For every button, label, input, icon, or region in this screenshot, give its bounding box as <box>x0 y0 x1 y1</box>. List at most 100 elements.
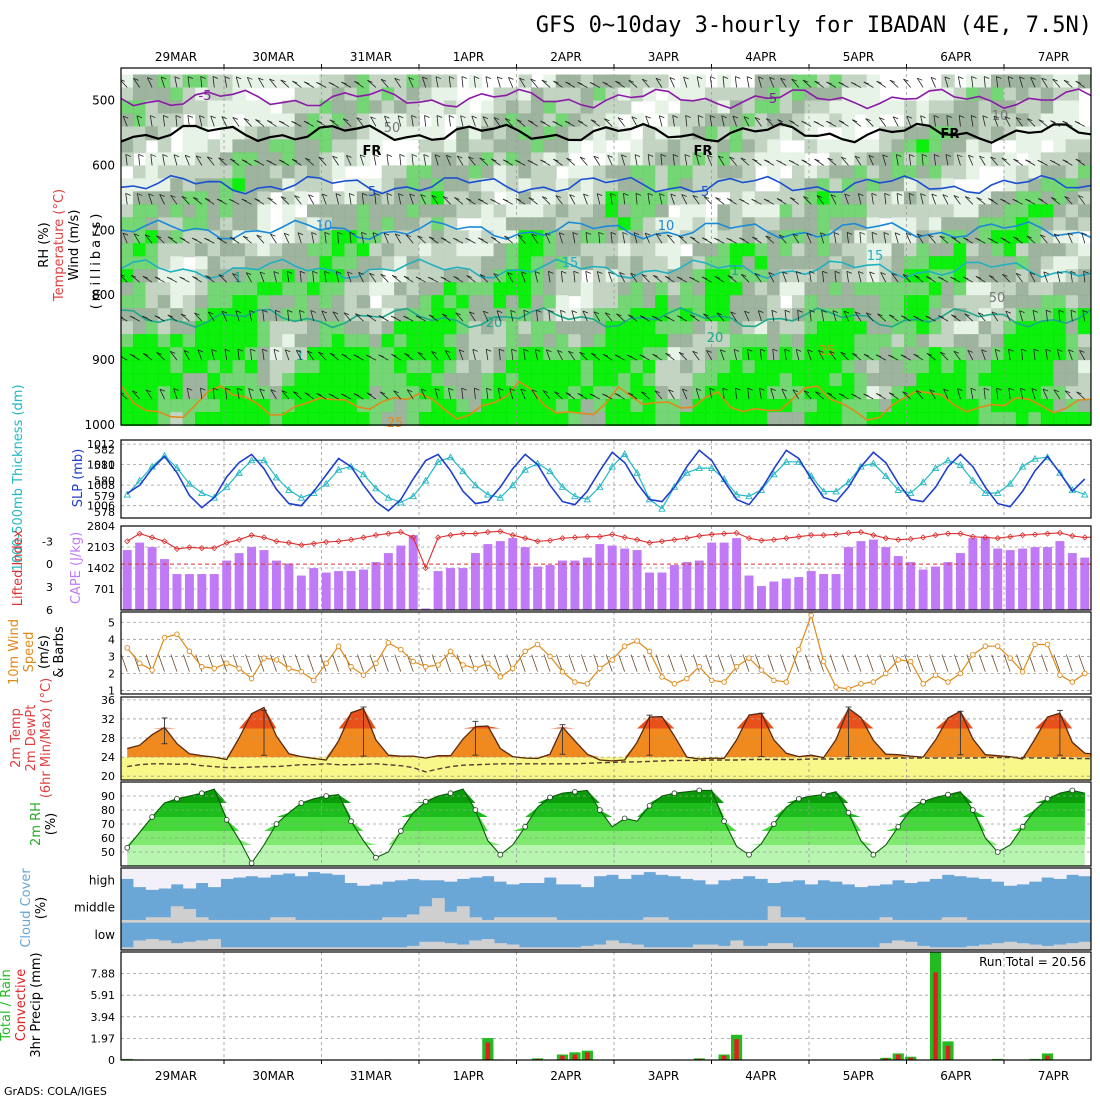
wind-barb-flag <box>865 118 871 122</box>
rh-cell <box>568 386 582 401</box>
rh-cell <box>331 373 346 388</box>
rh-cell <box>145 295 159 310</box>
wind-barb-flag <box>123 115 129 119</box>
rh-cell <box>941 165 955 180</box>
cloud-low-bar <box>481 939 495 950</box>
rh-cell <box>319 360 333 375</box>
wind-barb-flag <box>888 354 894 358</box>
wind-barb <box>568 350 576 361</box>
wind-barb <box>199 115 203 127</box>
wind-barb <box>367 80 377 88</box>
wind10-point <box>447 648 454 655</box>
rh-cell <box>841 412 856 426</box>
rh-cell <box>717 113 731 128</box>
rh-cell <box>617 165 632 180</box>
rh-cell <box>879 204 893 219</box>
wind-barb <box>212 76 215 88</box>
wind-barb-flag <box>399 154 405 157</box>
wind-barb-flag <box>347 271 353 275</box>
rh-cell <box>369 100 383 115</box>
cape-bar <box>458 568 468 610</box>
rh-cell <box>307 230 321 245</box>
wind-barb <box>511 349 514 361</box>
wind-barb <box>243 118 252 127</box>
wind-barb <box>857 193 862 205</box>
wind-barb <box>405 234 414 244</box>
wind-barb <box>607 155 613 166</box>
wind-barb <box>914 275 924 283</box>
rh-cell <box>518 178 532 193</box>
rh-cell <box>779 256 794 271</box>
wind-barb-flag <box>752 158 758 162</box>
wind-barb-flag <box>511 348 517 352</box>
rh-cell <box>580 386 595 401</box>
cloud-high-bar <box>1078 868 1091 877</box>
li-point <box>857 529 865 536</box>
rh-cell <box>717 230 731 245</box>
rh-cell <box>157 178 172 193</box>
rh-cell <box>356 282 371 297</box>
wind10-point <box>472 665 479 672</box>
wind-barb-flag <box>293 391 299 395</box>
rh-cell <box>157 269 172 284</box>
wind-barb <box>690 236 700 244</box>
rh-cell <box>121 269 134 284</box>
cloud-high-bar <box>543 868 557 878</box>
wind-barb-flag <box>1083 270 1089 274</box>
rh-cell <box>307 87 321 102</box>
wind10-tick-label: 5 <box>108 616 115 629</box>
rh-cell <box>916 308 930 323</box>
rh-point <box>298 800 305 806</box>
wind-barb-flag <box>1013 158 1019 162</box>
rh-cell <box>630 334 644 349</box>
wind10-point <box>373 660 379 667</box>
rh-cell <box>966 334 980 349</box>
wind10-barb <box>245 654 252 672</box>
rh-cell <box>232 204 246 219</box>
rh-cell <box>219 230 234 245</box>
rh-cell <box>543 87 557 102</box>
wind-barb <box>194 312 203 322</box>
rh-cell <box>991 360 1005 375</box>
rh-point <box>348 818 354 824</box>
cloud-middle-bar <box>469 917 483 923</box>
wind-barb <box>635 193 638 205</box>
wind-barb-flag <box>490 198 496 202</box>
thickness-point <box>1081 490 1089 498</box>
rh-cell <box>829 295 843 310</box>
rh-cell <box>145 321 159 336</box>
rh-cell <box>443 100 458 115</box>
rh-cell <box>518 113 532 128</box>
rh-cell <box>580 178 595 193</box>
rh-cell <box>953 334 968 349</box>
rh-cell <box>829 256 843 271</box>
pressure-tick-label: 600 <box>92 158 115 172</box>
li-point <box>186 544 193 551</box>
cloud-low-bar <box>407 945 420 950</box>
rh-cell <box>121 295 134 310</box>
wind-barb <box>520 271 526 283</box>
rh-cell <box>530 412 545 426</box>
cloud-high-bar <box>344 868 358 884</box>
rh-cell <box>779 100 794 115</box>
rh-cell <box>394 269 408 284</box>
wind-barb-flag <box>896 154 902 157</box>
rh-cell <box>443 74 458 89</box>
rh-cell <box>244 321 259 336</box>
wind-barb-flag <box>760 348 766 352</box>
rh-cell <box>692 412 706 426</box>
wind-barb <box>148 193 153 205</box>
rh-cell <box>754 139 769 154</box>
wind-barb <box>486 388 489 400</box>
wind-barb-flag <box>590 352 597 356</box>
rh-cell <box>729 373 744 388</box>
li-point <box>410 534 417 541</box>
thickness-point <box>297 493 306 501</box>
wind-barb-flag <box>677 315 683 319</box>
rh-cell <box>269 165 284 180</box>
rh-cell <box>1078 204 1091 219</box>
thickness-point <box>446 453 455 461</box>
rh-cell <box>468 347 483 362</box>
run-total-label: Run Total = 20.56 <box>979 955 1086 969</box>
wind-barb <box>740 157 750 166</box>
